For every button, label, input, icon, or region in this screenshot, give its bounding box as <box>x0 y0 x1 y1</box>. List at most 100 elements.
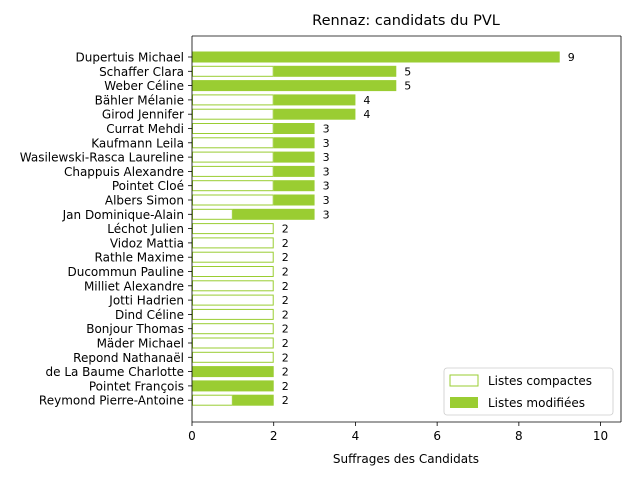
bar-compact <box>192 108 274 120</box>
bar-modified <box>273 165 315 177</box>
bar-modified <box>273 123 315 134</box>
bar-modified <box>273 194 315 206</box>
bar-compact <box>192 180 274 192</box>
bar-compact <box>192 208 233 220</box>
bar-compact <box>192 151 274 163</box>
legend-label-compact: Listes compactes <box>488 374 592 388</box>
bar-modified <box>232 208 315 220</box>
bar-value-label: 2 <box>282 266 289 279</box>
bar-modified <box>273 180 315 192</box>
bar-modified <box>192 80 397 92</box>
bar-compact <box>192 123 274 134</box>
y-tick-label: Mäder Michael <box>97 337 184 351</box>
y-tick-label: Léchot Julien <box>107 222 184 236</box>
x-tick-label: 2 <box>270 429 278 443</box>
bar-modified <box>273 108 356 120</box>
legend-frame <box>443 367 614 416</box>
x-axis-ticks: 0 2 4 6 8 10 <box>188 422 608 443</box>
y-tick-label: Albers Simon <box>105 194 184 208</box>
bar-compact <box>192 308 274 320</box>
bar-value-label: 3 <box>323 123 330 136</box>
bar-compact <box>192 394 233 406</box>
bar-compact <box>192 94 274 106</box>
bar-value-label: 2 <box>282 280 289 293</box>
legend-swatch-modified <box>450 397 478 408</box>
y-tick-label: Kaufmann Leila <box>91 136 184 150</box>
y-tick-label: Bonjour Thomas <box>86 322 184 336</box>
legend-label-modified: Listes modifiées <box>488 396 585 410</box>
y-tick-label: Reymond Pierre-Antoine <box>39 394 184 408</box>
y-tick-label: Chappuis Alexandre <box>64 165 184 179</box>
bar-compact <box>192 280 274 292</box>
bar-value-label: 2 <box>282 223 289 236</box>
y-tick-label: Jan Dominique-Alain <box>62 208 184 222</box>
bar-modified <box>273 151 315 163</box>
y-tick-label: Dupertuis Michael <box>76 51 184 65</box>
y-tick-label: Weber Céline <box>104 79 184 93</box>
x-axis-label: Suffrages des Candidats <box>333 452 479 466</box>
bar-value-label: 3 <box>323 208 330 221</box>
bar-modified <box>273 65 397 77</box>
bar-value-label: 5 <box>404 80 411 93</box>
bar-value-label: 2 <box>282 380 289 393</box>
chart-title: Rennaz: candidats du PVL <box>312 13 500 29</box>
y-tick-label: Pointet François <box>89 379 184 393</box>
x-tick-label: 10 <box>593 429 608 443</box>
bar-value-label: 3 <box>323 194 330 207</box>
y-tick-label: Wasilewski-Rasca Laureline <box>20 151 184 165</box>
bar-value-label: 2 <box>282 323 289 336</box>
y-tick-label: Schaffer Clara <box>99 65 184 79</box>
bar-value-label: 4 <box>363 108 370 121</box>
bar-compact <box>192 223 274 235</box>
bar-compact <box>192 323 274 335</box>
bar-value-label: 2 <box>282 308 289 321</box>
y-tick-label: Girod Jennifer <box>102 108 184 122</box>
bar-value-label: 2 <box>282 237 289 250</box>
bar-compact <box>192 194 274 206</box>
x-tick-label: 6 <box>433 429 441 443</box>
bars-group <box>192 51 560 406</box>
bar-modified <box>232 394 274 406</box>
bar-value-label: 2 <box>282 337 289 350</box>
bar-value-label: 9 <box>568 51 575 64</box>
y-tick-label: Pointet Cloé <box>112 179 184 193</box>
bar-modified <box>192 380 274 392</box>
bar-value-label: 3 <box>323 137 330 150</box>
bar-modified <box>192 366 274 378</box>
bar-compact <box>192 165 274 177</box>
bar-value-label: 2 <box>282 294 289 307</box>
bar-value-label: 4 <box>363 94 370 107</box>
bar-modified <box>273 94 356 106</box>
y-tick-label: Vidoz Mattia <box>110 236 184 250</box>
y-tick-label: Jotti Hadrien <box>108 294 184 308</box>
y-tick-label: Currat Mehdi <box>106 122 184 136</box>
bar-value-label: 3 <box>323 151 330 164</box>
bar-value-label: 2 <box>282 394 289 407</box>
bar-compact <box>192 237 274 249</box>
bar-compact <box>192 65 274 77</box>
bar-compact <box>192 266 274 277</box>
y-tick-label: Dind Céline <box>115 308 184 322</box>
bar-value-label: 3 <box>323 180 330 193</box>
bar-compact <box>192 294 274 306</box>
legend: Listes compactes Listes modifiées <box>443 367 614 416</box>
bar-compact <box>192 337 274 349</box>
bar-compact <box>192 137 274 149</box>
bar-modified <box>273 137 315 149</box>
bar-compact <box>192 351 274 363</box>
x-tick-label: 4 <box>352 429 360 443</box>
legend-swatch-compact <box>449 374 479 387</box>
bar-compact <box>192 251 274 263</box>
bar-value-label: 5 <box>404 65 411 78</box>
y-tick-label: Bähler Mélanie <box>95 93 184 107</box>
bar-value-label: 3 <box>323 165 330 178</box>
bar-modified <box>192 51 560 63</box>
y-tick-label: Ducommun Pauline <box>67 265 184 279</box>
axes-frame <box>191 35 622 423</box>
bar-value-label: 2 <box>282 251 289 264</box>
y-tick-label: Rathle Maxime <box>95 251 184 265</box>
bar-value-label: 2 <box>282 351 289 364</box>
